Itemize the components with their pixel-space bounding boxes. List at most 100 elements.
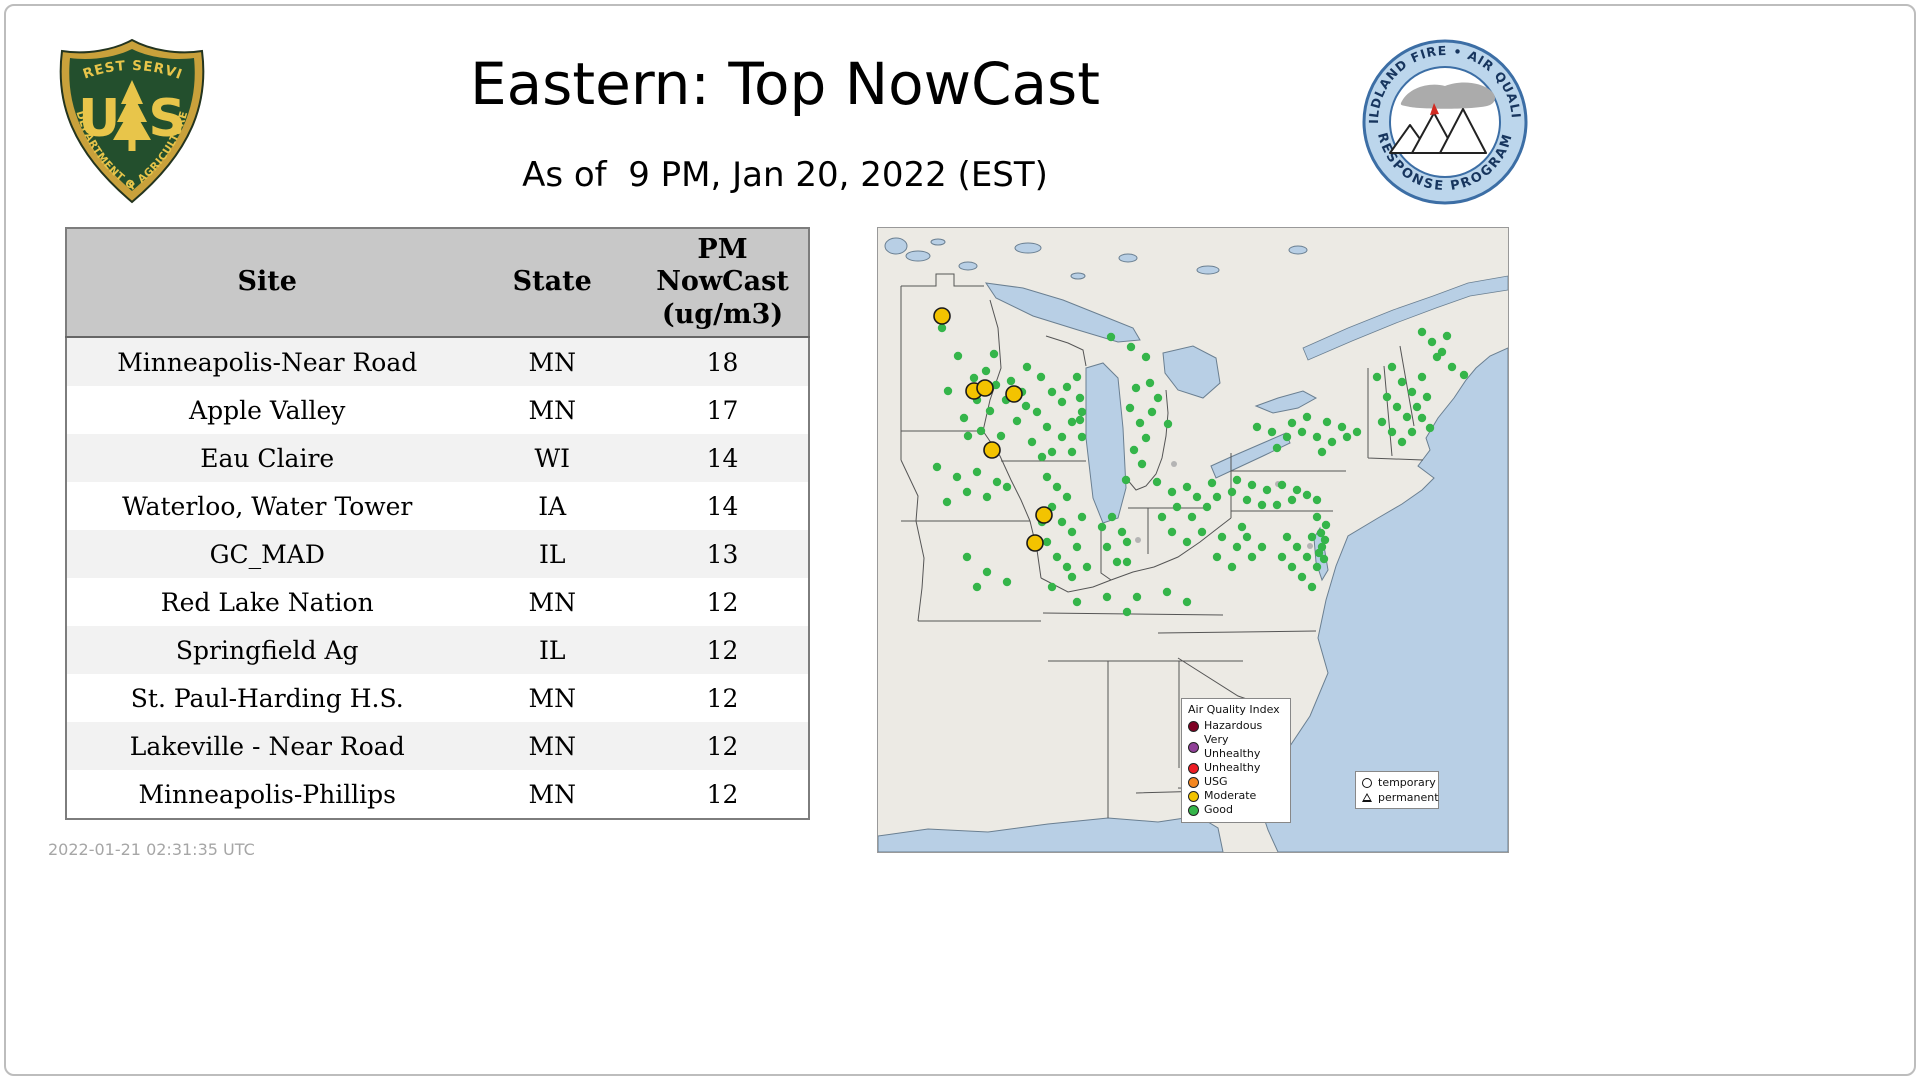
good-monitor-dot	[1006, 376, 1016, 386]
good-monitor-dot	[1135, 418, 1145, 428]
site-cell: St. Paul-Harding H.S.	[130, 683, 404, 713]
page-title: Eastern: Top NowCast	[469, 50, 1100, 118]
good-monitor-dot	[959, 413, 969, 423]
pm-cell: 13	[637, 530, 809, 578]
good-monitor-dot	[1157, 512, 1167, 522]
good-monitor-dot	[972, 582, 982, 592]
good-monitor-dot	[1182, 597, 1192, 607]
good-monitor-dot	[1302, 552, 1312, 562]
state-cell: IL	[467, 626, 637, 674]
state-cell: MN	[467, 722, 637, 770]
good-monitor-dot	[1437, 347, 1447, 357]
lake-michigan	[1085, 362, 1127, 524]
good-monitor-dot	[1122, 557, 1132, 567]
inactive-monitor-dot	[1135, 537, 1141, 543]
table-row: Waterloo, Water Tower IA 14	[66, 482, 809, 530]
good-monitor-dot	[963, 431, 973, 441]
good-monitor-dot	[1317, 447, 1327, 457]
good-monitor-dot	[932, 462, 942, 472]
aqi-legend-item: Unhealthy	[1188, 761, 1284, 775]
good-monitor-dot	[1137, 459, 1147, 469]
good-monitor-dot	[937, 323, 947, 333]
good-monitor-dot	[1422, 392, 1432, 402]
table-row: Minneapolis-Near Road MN 18	[66, 337, 809, 386]
good-monitor-dot	[1067, 527, 1077, 537]
good-monitor-dot	[1397, 377, 1407, 387]
gulf-of-mexico	[878, 815, 1224, 852]
site-cell: Eau Claire	[66, 434, 468, 482]
aqi-color-dot-icon	[1188, 741, 1199, 753]
good-monitor-dot	[1387, 427, 1397, 437]
good-monitor-dot	[1187, 512, 1197, 522]
aqi-color-dot-icon	[1188, 720, 1199, 732]
good-monitor-dot	[1417, 372, 1427, 382]
moderate-monitor-dot	[933, 307, 951, 325]
good-monitor-dot	[992, 477, 1002, 487]
good-monitor-dot	[1425, 423, 1435, 433]
good-monitor-dot	[1129, 445, 1139, 455]
aqi-color-dot-icon	[1188, 762, 1199, 774]
temporary-marker-icon	[1362, 777, 1372, 788]
good-monitor-dot	[952, 472, 962, 482]
good-monitor-dot	[1297, 572, 1307, 582]
good-monitor-dot	[1027, 437, 1037, 447]
moderate-monitor-dot	[1035, 506, 1053, 524]
good-monitor-dot	[1012, 416, 1022, 426]
good-monitor-dot	[1192, 492, 1202, 502]
good-monitor-dot	[1207, 478, 1217, 488]
good-monitor-dot	[1321, 520, 1331, 530]
aqi-legend: Air Quality Index Hazardous Very Unhealth…	[1181, 698, 1291, 823]
good-monitor-dot	[996, 431, 1006, 441]
site-cell: Lakeville - Near Road	[66, 722, 468, 770]
good-monitor-dot	[1262, 485, 1272, 495]
table-row: St. Paul-Harding H.S. MN 12	[66, 674, 809, 722]
good-monitor-dot	[1402, 412, 1412, 422]
good-monitor-dot	[1197, 527, 1207, 537]
nowcast-table: Site State PM NowCast (ug/m3) Minneapolis-…	[65, 227, 810, 820]
aqi-color-dot-icon	[1188, 776, 1199, 788]
good-monitor-dot	[1447, 362, 1457, 372]
good-monitor-dot	[1002, 482, 1012, 492]
aqi-color-dot-icon	[1188, 790, 1199, 802]
aqi-legend-label: Moderate	[1204, 789, 1257, 802]
usfs-shield-icon: FOREST SERVICE US DEPARTMENT OF AGRICULT…	[46, 24, 205, 204]
good-monitor-dot	[1057, 517, 1067, 527]
good-monitor-dot	[1172, 502, 1182, 512]
wfaqrp-logo-icon: WILDLAND FIRE • AIR QUALITY RESPONSE PRO…	[1353, 25, 1528, 205]
site-cell: Minneapolis-Phillips	[138, 779, 397, 809]
table-row: Apple Valley MN 17	[66, 386, 809, 434]
aqi-legend-label: Very Unhealthy	[1204, 733, 1261, 760]
good-monitor-dot	[1302, 412, 1312, 422]
good-monitor-dot	[1062, 382, 1072, 392]
aqi-legend-item: Very Unhealthy	[1188, 733, 1284, 761]
inactive-monitor-dot	[1171, 461, 1177, 467]
good-monitor-dot	[1047, 447, 1057, 457]
site-cell: GC_MAD	[66, 530, 468, 578]
state-cell: IA	[538, 491, 567, 521]
monitor-dots-layer	[932, 307, 1469, 617]
pm-cell: 14	[637, 434, 809, 482]
pm-cell: 12	[706, 683, 739, 713]
good-monitor-dot	[962, 487, 972, 497]
moderate-monitor-dot	[1026, 534, 1044, 552]
marker-legend-temporary: temporary	[1362, 775, 1436, 790]
good-monitor-dot	[1252, 422, 1262, 432]
good-monitor-dot	[1227, 487, 1237, 497]
marker-legend: temporary permanent	[1355, 771, 1439, 809]
good-monitor-dot	[1075, 415, 1085, 425]
good-monitor-dot	[1227, 562, 1237, 572]
site-cell: Springfield Ag	[66, 626, 468, 674]
good-monitor-dot	[1232, 542, 1242, 552]
table-row: Minneapolis-Phillips MN 12	[66, 770, 809, 819]
good-monitor-dot	[1075, 393, 1085, 403]
good-monitor-dot	[1316, 528, 1326, 538]
good-monitor-dot	[1272, 443, 1282, 453]
good-monitor-dot	[1314, 548, 1324, 558]
good-monitor-dot	[1337, 422, 1347, 432]
good-monitor-dot	[1232, 475, 1242, 485]
good-monitor-dot	[1277, 480, 1287, 490]
good-monitor-dot	[942, 497, 952, 507]
good-monitor-dot	[1077, 407, 1087, 417]
aqi-legend-item: USG	[1188, 775, 1284, 789]
pine-tree-icon	[113, 80, 151, 151]
